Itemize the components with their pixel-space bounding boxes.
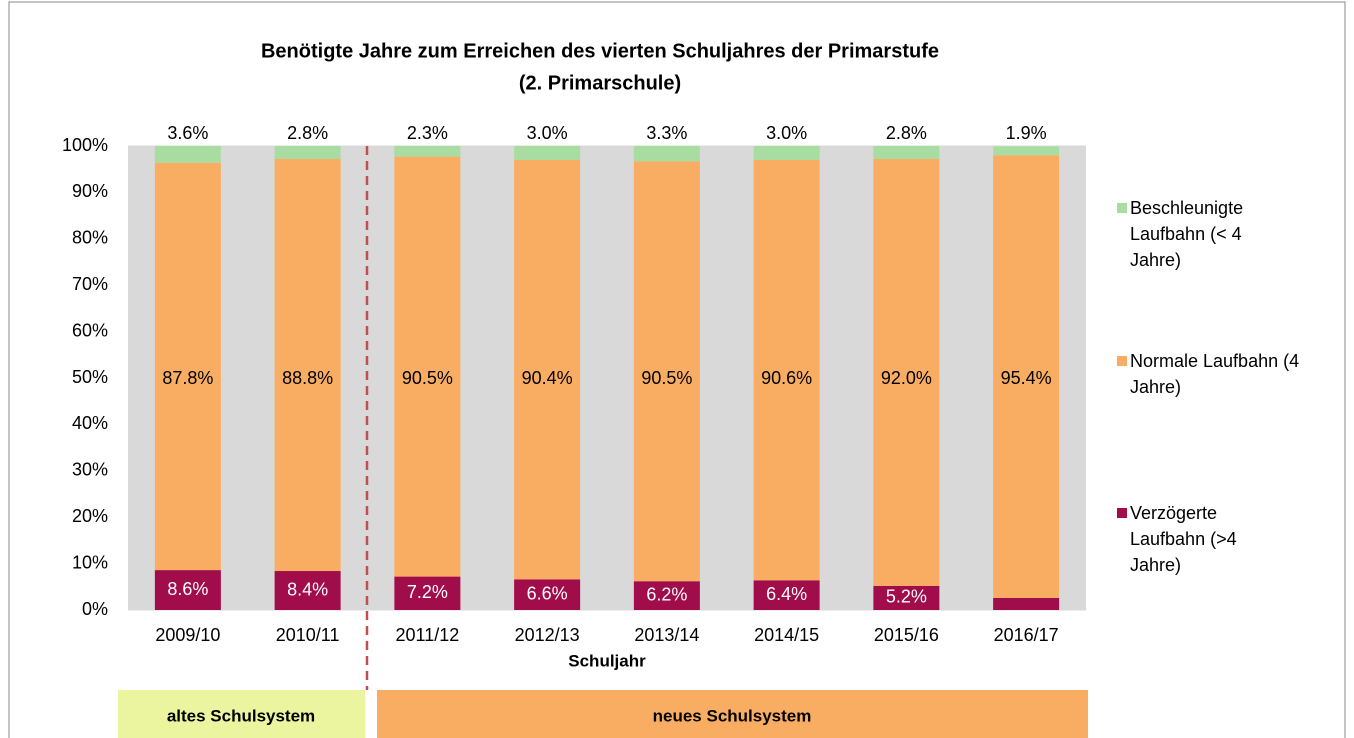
bar-segment — [154, 570, 221, 610]
data-label: 1.9% — [1006, 123, 1047, 143]
legend-swatch — [1117, 508, 1127, 518]
x-tick-label: 2016/17 — [994, 625, 1059, 645]
data-label: 87.8% — [162, 368, 213, 388]
bar-segment — [274, 571, 341, 610]
bar-segment — [873, 146, 940, 159]
data-label: 90.4% — [522, 368, 573, 388]
bar-segment — [154, 162, 221, 571]
data-label: 7.2% — [407, 582, 448, 602]
data-label: 3.0% — [527, 123, 568, 143]
bar-segment — [753, 159, 820, 581]
y-tick-label: 70% — [72, 274, 108, 294]
data-label: 95.4% — [1001, 368, 1052, 388]
x-tick-label: 2015/16 — [874, 625, 939, 645]
data-label: 88.8% — [282, 368, 333, 388]
old-system-box — [118, 690, 365, 738]
bar-segment — [753, 146, 820, 160]
new-system-label: neues Schulsystem — [653, 706, 812, 725]
bar-segment — [993, 597, 1060, 610]
bar-segment — [514, 159, 581, 580]
legend-swatch — [1117, 356, 1127, 366]
x-tick-label: 2014/15 — [754, 625, 819, 645]
bar-segment — [753, 580, 820, 610]
data-label: 6.2% — [646, 584, 687, 604]
y-tick-label: 100% — [62, 135, 108, 155]
data-label: 90.6% — [761, 368, 812, 388]
old-system-label: altes Schulsystem — [167, 706, 315, 725]
data-label: 3.3% — [646, 123, 687, 143]
data-label: 2.3% — [407, 123, 448, 143]
x-tick-label: 2012/13 — [515, 625, 580, 645]
bar-segment — [633, 581, 700, 610]
data-label: 3.0% — [766, 123, 807, 143]
legend-label: Normale Laufbahn (4 Jahre) — [1130, 351, 1300, 397]
y-tick-label: 10% — [72, 552, 108, 572]
y-tick-label: 90% — [72, 181, 108, 201]
bar-segment — [274, 158, 341, 572]
data-label: 92.0% — [881, 368, 932, 388]
bar-segment — [394, 146, 461, 157]
chart-subtitle: (2. Primarschule) — [519, 72, 681, 94]
data-label: 5.2% — [886, 587, 927, 607]
bar-segment — [394, 576, 461, 610]
y-tick-label: 30% — [72, 460, 108, 480]
x-tick-label: 2011/12 — [396, 625, 460, 645]
bar-segment — [993, 155, 1060, 598]
frame — [8, 1, 1346, 738]
data-label: 6.4% — [766, 584, 807, 604]
x-tick-label: 2009/10 — [155, 625, 220, 645]
bar-segment — [274, 146, 341, 159]
x-axis-title: Schuljahr — [568, 651, 646, 670]
data-label: 8.6% — [167, 579, 208, 599]
data-label: 2.8% — [886, 123, 927, 143]
x-tick-label: 2010/11 — [276, 625, 340, 645]
new-system-box — [377, 690, 1088, 738]
bar-segment — [633, 146, 700, 162]
bar-segment — [633, 161, 700, 582]
chart-title: Benötigte Jahre zum Erreichen des vierte… — [261, 40, 939, 62]
y-tick-label: 50% — [72, 367, 108, 387]
legend-swatch — [1117, 203, 1127, 213]
data-label: 8.4% — [287, 579, 328, 599]
bar-segment — [993, 146, 1060, 156]
data-label: 90.5% — [402, 368, 453, 388]
bar-segment — [514, 146, 581, 160]
bar-segment — [154, 146, 221, 163]
y-tick-label: 80% — [72, 228, 108, 248]
data-label: 90.5% — [641, 368, 692, 388]
x-tick-label: 2013/14 — [634, 625, 699, 645]
y-tick-label: 40% — [72, 413, 108, 433]
bar-segment — [394, 156, 461, 577]
bar-segment — [873, 585, 940, 610]
bar-segment — [873, 158, 940, 586]
data-label: 6.6% — [527, 583, 568, 603]
y-tick-label: 20% — [72, 506, 108, 526]
y-tick-label: 0% — [82, 599, 108, 619]
data-label: 3.6% — [167, 123, 208, 143]
y-tick-label: 60% — [72, 320, 108, 340]
bar-segment — [514, 579, 581, 610]
data-label: 2.8% — [287, 123, 328, 143]
plot-area — [128, 145, 1086, 611]
legend-label: Beschleunigte Laufbahn (< 4 Jahre) — [1130, 198, 1244, 270]
legend-label: Verzögerte Laufbahn (>4 Jahre) — [1130, 503, 1237, 575]
